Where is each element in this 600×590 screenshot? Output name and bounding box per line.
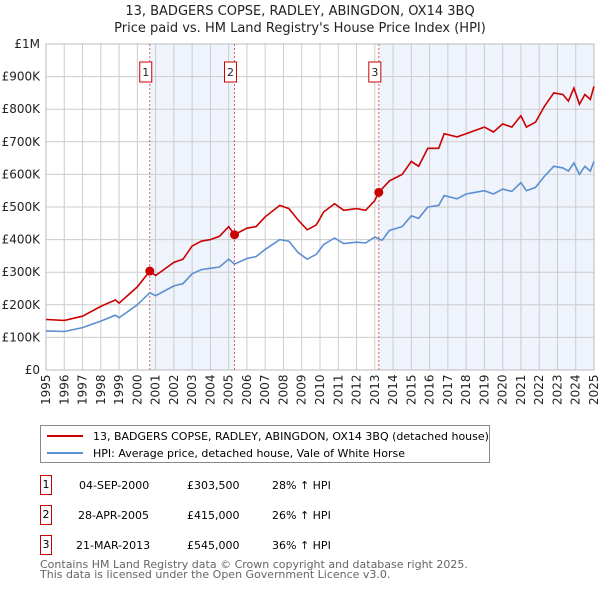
sale-price: £545,000 xyxy=(187,539,240,552)
footer-copyright: Contains HM Land Registry data © Crown c… xyxy=(40,558,468,571)
x-tick-label: 2007 xyxy=(258,374,272,405)
x-tick-label: 2021 xyxy=(514,374,528,405)
x-tick-label: 2002 xyxy=(167,374,181,405)
y-tick-label: £1M xyxy=(14,37,40,51)
x-tick-label: 2019 xyxy=(477,374,491,405)
x-tick-label: 2001 xyxy=(149,374,163,405)
x-tick-label: 1996 xyxy=(57,374,71,405)
legend-item-hpi: HPI: Average price, detached house, Vale… xyxy=(47,445,405,461)
x-tick-label: 2024 xyxy=(569,374,583,405)
y-tick-label: £0 xyxy=(25,363,40,377)
x-tick-label: 2015 xyxy=(404,374,418,405)
x-tick-label: 2006 xyxy=(240,374,254,405)
x-tick-label: 2025 xyxy=(587,374,600,405)
x-tick-label: 1997 xyxy=(76,374,90,405)
y-tick-label: £700K xyxy=(2,135,42,149)
sale-row: 3 21-MAR-2013 £545,000 36% ↑ HPI xyxy=(40,535,460,557)
chart-subtitle: Price paid vs. HM Land Registry's House … xyxy=(114,21,486,36)
sale-marker-box xyxy=(368,61,382,83)
legend: 13, BADGERS COPSE, RADLEY, ABINGDON, OX1… xyxy=(40,425,490,463)
sale-row: 2 28-APR-2005 £415,000 26% ↑ HPI xyxy=(40,505,460,527)
sale-row: 1 04-SEP-2000 £303,500 28% ↑ HPI xyxy=(40,475,460,497)
sale-date: 21-MAR-2013 xyxy=(76,539,151,552)
sale-marker-label: 2 xyxy=(40,505,52,525)
y-tick-label: £600K xyxy=(2,167,42,181)
footer: Contains HM Land Registry data © Crown c… xyxy=(40,558,468,581)
x-tick-label: 2020 xyxy=(496,374,510,405)
x-tick-label: 2003 xyxy=(185,374,199,405)
sale-marker-label: 1 xyxy=(40,475,52,495)
chart-title: 13, BADGERS COPSE, RADLEY, ABINGDON, OX1… xyxy=(125,4,475,19)
sale-point xyxy=(230,230,240,240)
x-tick-label: 2012 xyxy=(350,374,364,405)
x-tick-label: 2005 xyxy=(222,374,236,405)
sale-price: £303,500 xyxy=(187,479,240,492)
x-tick-label: 2000 xyxy=(130,374,144,405)
sale-date: 28-APR-2005 xyxy=(78,509,150,522)
sale-date: 04-SEP-2000 xyxy=(79,479,150,492)
sale-point xyxy=(374,187,384,197)
sale-price: £415,000 xyxy=(187,509,240,522)
x-tick-label: 2022 xyxy=(532,374,546,405)
x-tick-label: 2018 xyxy=(459,374,473,405)
sale-marker-label: 3 xyxy=(40,535,52,555)
x-tick-label: 1995 xyxy=(39,374,53,405)
y-tick-label: £500K xyxy=(2,200,42,214)
legend-swatch-red xyxy=(47,435,83,437)
y-tick-label: £800K xyxy=(2,102,42,116)
sale-hpi-diff: 36% ↑ HPI xyxy=(272,539,331,552)
x-tick-label: 2016 xyxy=(423,374,437,405)
legend-item-property: 13, BADGERS COPSE, RADLEY, ABINGDON, OX1… xyxy=(47,428,489,444)
y-tick-label: £400K xyxy=(2,233,42,247)
x-tick-label: 2009 xyxy=(295,374,309,405)
sale-point xyxy=(145,266,155,276)
legend-label: 13, BADGERS COPSE, RADLEY, ABINGDON, OX1… xyxy=(93,429,489,443)
legend-label: HPI: Average price, detached house, Vale… xyxy=(93,446,405,460)
sale-hpi-diff: 28% ↑ HPI xyxy=(272,479,331,492)
y-tick-label: £100K xyxy=(2,330,42,344)
y-tick-label: £300K xyxy=(2,265,42,279)
x-tick-label: 2013 xyxy=(368,374,382,405)
x-tick-label: 2004 xyxy=(203,374,217,405)
footer-licence: This data is licensed under the Open Gov… xyxy=(40,568,391,581)
property-price-line xyxy=(45,85,595,322)
sale-marker-box xyxy=(139,61,153,83)
hpi-line xyxy=(45,161,595,333)
x-tick-label: 2008 xyxy=(276,374,290,405)
chart-plot: 1995 1996 1997 1998 1999 2000 2001 2002 2003 2004… xyxy=(2,37,600,405)
x-tick-label: 2011 xyxy=(331,374,345,405)
x-tick-label: 2014 xyxy=(386,374,400,405)
x-tick-label: 1998 xyxy=(94,374,108,405)
sale-marker-label: 2 xyxy=(227,66,234,79)
x-tick-label: 2017 xyxy=(441,374,455,405)
plot-border xyxy=(45,43,595,371)
y-tick-label: £900K xyxy=(2,70,42,84)
x-tick-label: 2023 xyxy=(550,374,564,405)
sale-marker-label: 1 xyxy=(142,66,149,79)
sale-marker-label: 3 xyxy=(371,66,378,79)
sale-hpi-diff: 26% ↑ HPI xyxy=(272,509,331,522)
x-tick-label: 1999 xyxy=(112,374,126,405)
legend-swatch-blue xyxy=(47,452,83,454)
y-tick-label: £200K xyxy=(2,298,42,312)
sale-marker-box xyxy=(224,61,238,83)
x-tick-label: 2010 xyxy=(313,374,327,405)
